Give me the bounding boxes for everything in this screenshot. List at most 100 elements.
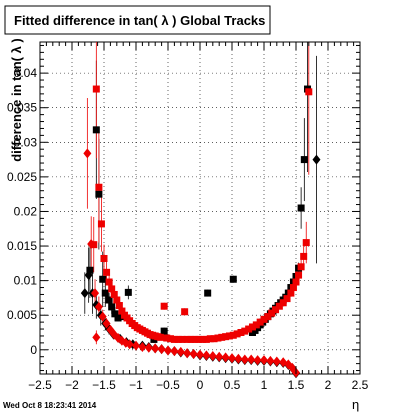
data-point-square <box>297 263 305 271</box>
data-point-square <box>160 327 168 335</box>
axes: −2.5 −2 −1.5 −1 −0.5 0 0.5 1 1.5 2 2.5 0 0.005 0.01 0.… <box>7 42 369 392</box>
data-point-square <box>105 278 113 286</box>
x-tick-label: 2.5 <box>352 378 369 392</box>
data-point-square <box>115 302 123 310</box>
data-point-square <box>178 335 186 343</box>
data-point-square <box>163 334 171 342</box>
data-point-diamond <box>247 354 256 365</box>
data-point-square <box>229 331 237 339</box>
data-point-diamond <box>125 339 134 350</box>
x-tick-label: −2.5 <box>28 378 52 392</box>
x-tick-label: 0 <box>197 378 204 392</box>
data-point-diamond <box>260 355 268 366</box>
data-point-diamond <box>80 288 89 299</box>
data-point-diamond <box>208 351 217 362</box>
data-point-square <box>108 285 116 293</box>
y-tick-label: 0.02 <box>14 204 38 218</box>
data-point-square <box>108 303 116 311</box>
data-point-diamond <box>94 301 103 312</box>
data-point-square <box>241 327 249 335</box>
y-tick-label: 0 <box>30 343 37 357</box>
data-point-diamond <box>183 348 192 359</box>
data-point-diamond <box>132 340 140 351</box>
data-point-diamond <box>102 318 111 329</box>
data-point-diamond <box>189 348 198 359</box>
data-point-square <box>237 329 245 336</box>
data-point-square <box>95 183 103 191</box>
data-point-diamond <box>91 288 100 299</box>
data-point-diamond <box>272 356 281 367</box>
data-point-square <box>187 335 195 343</box>
x-tick-label: 0.5 <box>224 378 241 392</box>
data-point-square <box>124 288 132 296</box>
data-point-diamond <box>151 343 160 354</box>
chart-title: Fitted difference in tan( λ ) Global Tra… <box>14 13 265 28</box>
timestamp: Wed Oct 8 18:23:41 2014 <box>3 401 97 410</box>
data-point-square <box>118 307 126 315</box>
data-point-square <box>229 275 237 283</box>
data-point-diamond <box>170 346 179 357</box>
x-tick-label: −1.5 <box>92 378 116 392</box>
data-point-square <box>210 335 218 343</box>
data-point-square <box>174 335 182 343</box>
data-point-square <box>300 252 308 260</box>
x-tick-label: 1 <box>261 378 268 392</box>
data-point-square <box>300 156 308 164</box>
data-point-square <box>103 268 111 276</box>
data-point-diamond <box>215 351 224 362</box>
data-point-square <box>305 88 313 96</box>
data-point-square <box>97 220 105 228</box>
data-point-square <box>225 332 233 340</box>
data-point-square <box>302 239 310 247</box>
data-point-diamond <box>196 349 204 360</box>
data-point-diamond <box>98 311 107 322</box>
data-point-square <box>101 289 109 297</box>
data-point-diamond <box>92 332 101 343</box>
data-point-diamond <box>228 353 236 364</box>
x-tick-label: −0.5 <box>156 378 180 392</box>
data-point-square <box>92 85 100 93</box>
y-axis-title: difference in tan( λ ) <box>9 38 24 162</box>
data-point-diamond <box>157 344 166 355</box>
y-tick-label: 0.01 <box>14 274 38 288</box>
data-point-square <box>295 271 303 279</box>
data-point-square <box>260 315 268 323</box>
data-point-diamond <box>87 238 96 249</box>
data-point-square <box>252 321 260 329</box>
data-point-diamond <box>202 350 211 361</box>
data-point-square <box>264 313 272 321</box>
data-point-diamond <box>83 148 92 159</box>
data-point-square <box>86 266 94 274</box>
data-point-diamond <box>176 346 185 357</box>
x-tick-label: 1.5 <box>288 378 305 392</box>
data-point-square <box>183 335 191 343</box>
data-point-square <box>92 126 100 134</box>
data-point-diamond <box>84 270 93 281</box>
y-tick-label: 0.035 <box>7 101 37 115</box>
data-point-square <box>206 335 214 343</box>
data-point-square <box>181 308 189 316</box>
data-point-square <box>199 335 207 343</box>
data-point-square <box>272 306 280 314</box>
data-point-diamond <box>138 342 147 353</box>
data-point-diamond <box>312 154 321 165</box>
data-point-square <box>275 302 283 310</box>
data-point-square <box>99 275 107 283</box>
data-markers <box>80 85 321 379</box>
y-tick-label: 0.03 <box>14 135 38 149</box>
x-tick-label: −2 <box>65 378 79 392</box>
data-point-square <box>214 334 222 342</box>
data-point-square <box>111 310 119 318</box>
data-point-square <box>202 335 210 343</box>
data-point-square <box>233 330 241 338</box>
title-box <box>4 5 271 35</box>
data-point-square <box>268 309 276 317</box>
data-point-square <box>279 299 287 307</box>
data-point-square <box>248 323 256 331</box>
data-point-square <box>204 289 212 297</box>
data-point-square <box>156 333 164 341</box>
data-point-diamond <box>144 342 153 353</box>
data-point-square <box>95 190 103 198</box>
data-point-square <box>195 335 203 343</box>
